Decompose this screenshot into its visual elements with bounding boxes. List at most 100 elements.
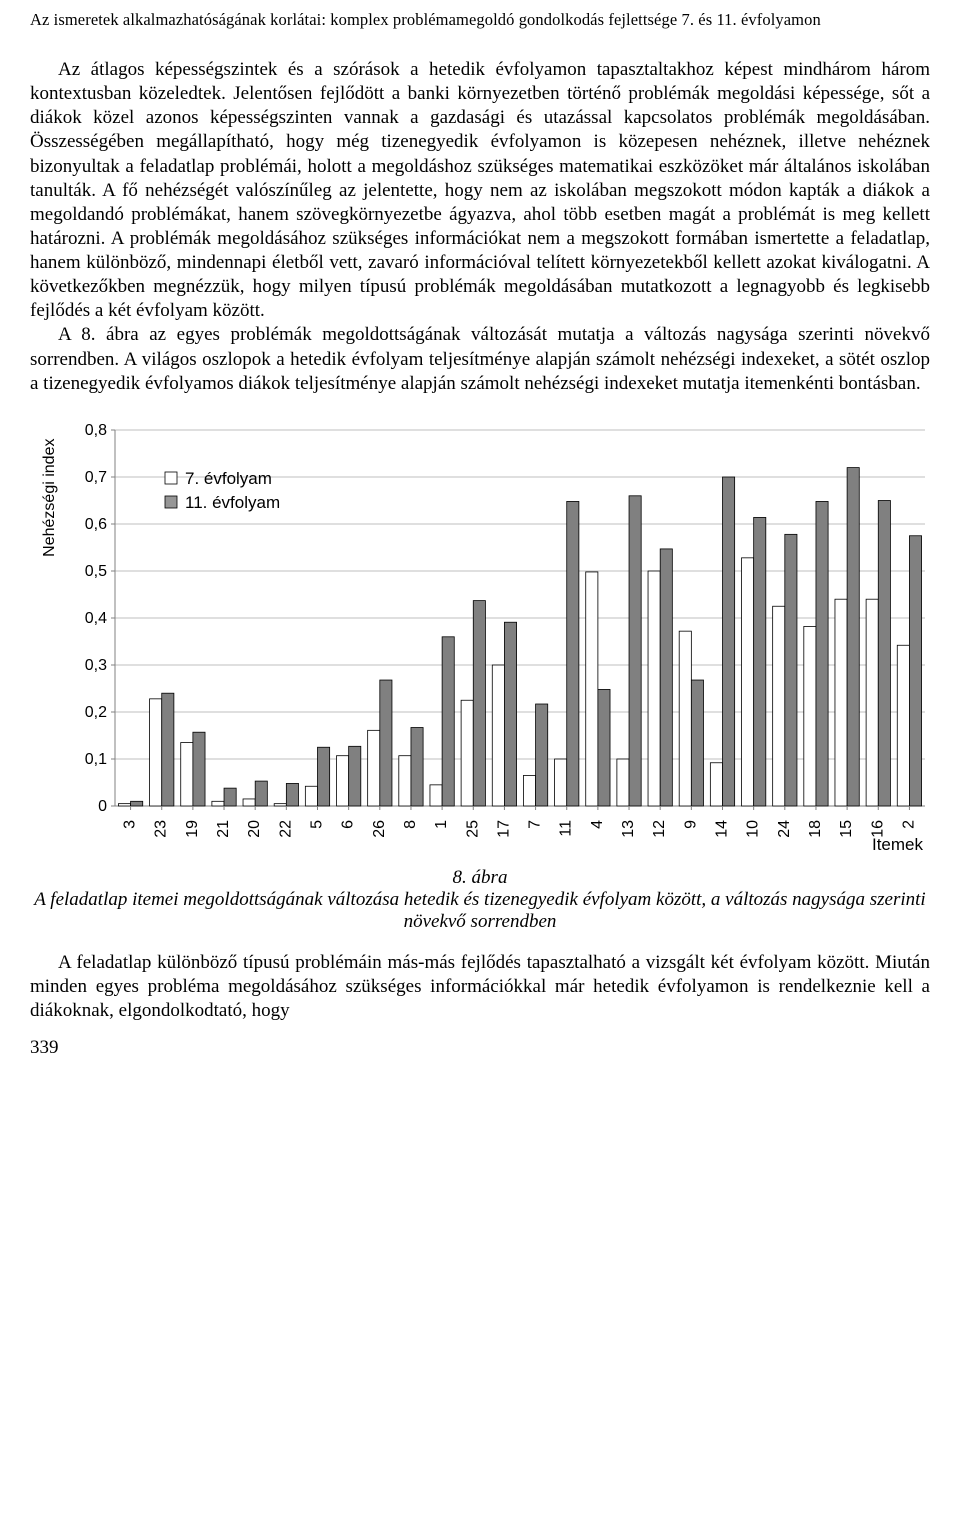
bar-7-18 <box>804 626 816 806</box>
bar-11-16 <box>878 500 890 806</box>
bar-7-5 <box>305 786 317 806</box>
bar-11-14 <box>723 477 735 806</box>
bar-11-21 <box>224 788 236 806</box>
bar-7-17 <box>492 665 504 806</box>
paragraph-1: Az átlagos képességszintek és a szórások… <box>30 58 930 323</box>
svg-text:23: 23 <box>153 820 170 838</box>
bar-7-2 <box>897 645 909 806</box>
difficulty-index-chart: 0 0,1 0,2 0,3 0,4 0,5 0,6 0,7 0,8 Nehézségi index… <box>30 418 930 863</box>
bar-11-10 <box>754 517 766 806</box>
bar-7-7 <box>523 775 535 806</box>
page-number: 339 <box>30 1037 930 1059</box>
svg-text:12: 12 <box>651 820 668 838</box>
legend-box-7 <box>165 472 177 484</box>
svg-text:15: 15 <box>838 820 855 838</box>
svg-text:0: 0 <box>98 798 107 815</box>
figure-number: 8. ábra <box>453 867 508 888</box>
svg-text:21: 21 <box>215 820 232 838</box>
svg-text:Nehézségi index: Nehézségi index <box>41 438 58 556</box>
svg-text:0,8: 0,8 <box>85 422 107 439</box>
svg-text:10: 10 <box>745 820 762 838</box>
bar-7-8 <box>399 755 411 805</box>
svg-text:17: 17 <box>495 820 512 838</box>
svg-text:3: 3 <box>122 820 139 829</box>
svg-text:7: 7 <box>527 820 544 829</box>
svg-text:0,4: 0,4 <box>85 610 107 627</box>
figure-text: A feladatlap itemei megoldottságának vál… <box>34 889 925 932</box>
bar-7-21 <box>212 801 224 806</box>
svg-text:13: 13 <box>620 820 637 838</box>
bar-7-25 <box>461 700 473 806</box>
svg-text:22: 22 <box>277 820 294 838</box>
bar-11-26 <box>380 680 392 806</box>
running-head: Az ismeretek alkalmazhatóságának korláta… <box>30 10 930 30</box>
figure-caption: 8. ábra A feladatlap itemei megoldottság… <box>30 867 930 933</box>
svg-text:25: 25 <box>464 820 481 838</box>
bar-7-24 <box>773 606 785 806</box>
bar-11-19 <box>193 732 205 806</box>
bar-11-7 <box>536 704 548 806</box>
bar-11-24 <box>785 534 797 806</box>
bar-11-9 <box>691 680 703 806</box>
svg-text:11: 11 <box>558 820 575 837</box>
bar-11-2 <box>909 536 921 806</box>
bar-11-1 <box>442 637 454 806</box>
bar-7-6 <box>337 755 349 805</box>
bar-7-3 <box>118 803 130 805</box>
svg-text:2: 2 <box>900 820 917 829</box>
body-text: Az átlagos képességszintek és a szórások… <box>30 58 930 396</box>
svg-text:19: 19 <box>184 820 201 838</box>
bar-11-5 <box>318 747 330 806</box>
bar-7-1 <box>430 785 442 806</box>
svg-text:24: 24 <box>776 820 793 838</box>
svg-text:26: 26 <box>371 820 388 838</box>
svg-text:0,1: 0,1 <box>85 751 107 768</box>
bar-7-9 <box>679 631 691 806</box>
svg-text:14: 14 <box>714 820 731 838</box>
bar-7-19 <box>181 742 193 805</box>
svg-text:4: 4 <box>589 820 606 829</box>
svg-text:18: 18 <box>807 820 824 838</box>
svg-text:8: 8 <box>402 820 419 829</box>
bar-7-4 <box>586 572 598 806</box>
bar-7-26 <box>368 730 380 806</box>
bar-11-20 <box>255 781 267 806</box>
bar-11-25 <box>473 600 485 805</box>
svg-text:1: 1 <box>433 820 450 829</box>
bar-11-17 <box>504 622 516 806</box>
svg-text:0,7: 0,7 <box>85 469 107 486</box>
bar-11-6 <box>349 746 361 806</box>
bar-11-4 <box>598 689 610 806</box>
svg-text:0,2: 0,2 <box>85 704 107 721</box>
svg-text:6: 6 <box>340 820 357 829</box>
svg-text:Itemek: Itemek <box>872 835 924 854</box>
bar-7-13 <box>617 759 629 806</box>
paragraph-3: A feladatlap különböző típusú problémáin… <box>30 951 930 1023</box>
svg-text:0,6: 0,6 <box>85 516 107 533</box>
bar-11-3 <box>131 801 143 806</box>
bar-7-22 <box>274 803 286 805</box>
bar-7-14 <box>710 763 722 806</box>
body-text-after: A feladatlap különböző típusú problémáin… <box>30 951 930 1023</box>
svg-text:20: 20 <box>246 820 263 838</box>
legend-label-11: 11. évfolyam <box>185 493 280 512</box>
bar-7-16 <box>866 599 878 806</box>
bar-7-10 <box>742 558 754 806</box>
bar-11-11 <box>567 501 579 806</box>
bar-chart-svg: 0 0,1 0,2 0,3 0,4 0,5 0,6 0,7 0,8 Nehézségi index… <box>30 418 930 863</box>
svg-text:0,5: 0,5 <box>85 563 107 580</box>
bar-7-23 <box>150 699 162 806</box>
bar-7-20 <box>243 799 255 806</box>
bar-11-18 <box>816 501 828 806</box>
bar-11-13 <box>629 496 641 806</box>
svg-text:0,3: 0,3 <box>85 657 107 674</box>
bar-11-12 <box>660 549 672 806</box>
paragraph-2: A 8. ábra az egyes problémák megoldottsá… <box>30 323 930 395</box>
bar-7-15 <box>835 599 847 806</box>
legend-box-11 <box>165 496 177 508</box>
bar-11-8 <box>411 727 423 805</box>
bar-7-11 <box>555 759 567 806</box>
bar-7-12 <box>648 571 660 806</box>
svg-text:5: 5 <box>309 820 326 829</box>
page-container: Az ismeretek alkalmazhatóságának korláta… <box>0 0 960 1079</box>
